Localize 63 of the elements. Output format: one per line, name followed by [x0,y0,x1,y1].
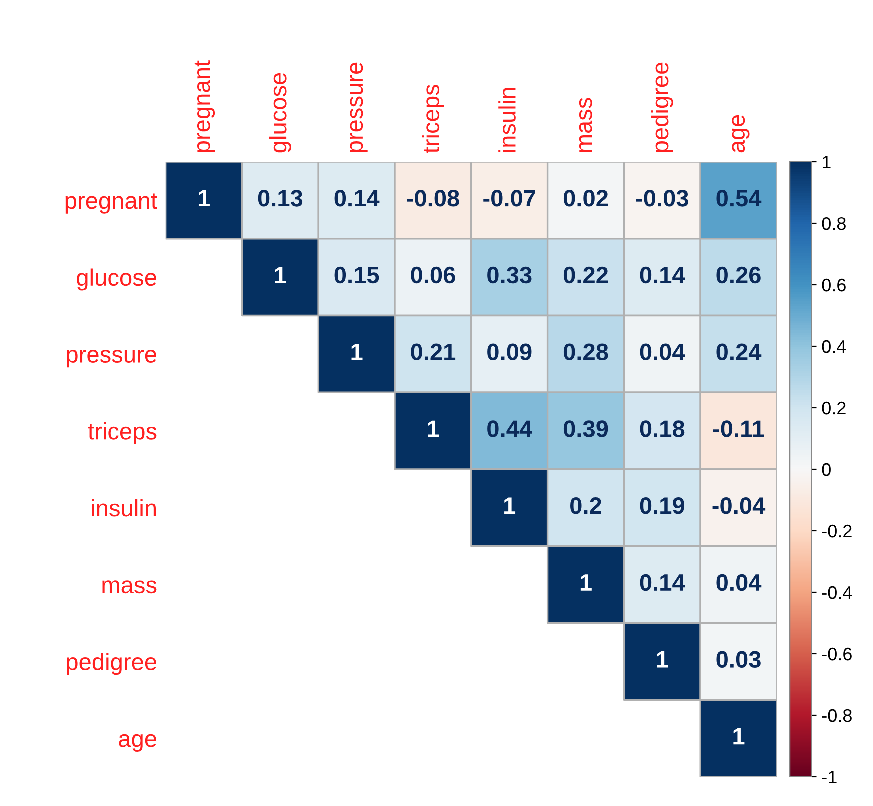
color-bar-label: 0 [822,463,831,476]
data-label: 1 [275,267,286,284]
data-label: 0.06 [411,266,456,284]
data-label: 1 [198,190,210,207]
data-label: 0.14 [640,266,686,284]
data-label: 0.02 [564,190,608,207]
y-tick-label: pressure [67,350,156,368]
data-label: 0.14 [640,574,686,592]
x-tick-label: pregnant [194,60,216,152]
data-label: 0.15 [334,266,380,284]
color-bar-label: -0.6 [822,648,852,661]
data-label: 0.04 [716,574,762,592]
data-label: 0.44 [488,420,532,438]
data-label: 0.03 [716,651,761,668]
data-label: -0.03 [636,190,688,207]
data-label: 1 [734,728,745,745]
x-tick-label: age [732,115,750,153]
data-label: 0.21 [411,344,456,361]
color-bar-label: 1 [822,156,831,169]
color-bar-label: -0.2 [822,524,852,538]
color-bar-label: 0.2 [822,402,846,415]
data-label: 1 [352,344,363,360]
data-label: 0.18 [640,420,685,438]
x-tick-label: glucose [269,73,292,153]
y-tick-label: insulin [92,499,156,517]
data-label: -0.08 [407,190,460,207]
color-bar-label: 0.8 [822,217,846,230]
data-label: 0.14 [334,190,380,207]
data-label: 0.2 [570,498,602,514]
data-label: 1 [657,652,668,668]
data-label: 0.09 [488,344,532,361]
data-label: 0.19 [640,498,684,514]
y-tick-label: triceps [88,422,157,445]
color-bar-label: -0.8 [822,709,852,722]
data-label: -0.04 [712,498,766,514]
x-tick-label: mass [579,98,592,152]
data-label: 0.13 [258,190,303,207]
x-tick-label: triceps [422,84,444,154]
x-tick-label: insulin [498,88,516,152]
data-label: 0.54 [716,190,762,207]
data-label: 0.22 [564,266,608,284]
data-label: 0.04 [640,344,686,361]
data-label: 0.39 [564,420,608,438]
data-label: 0.24 [716,344,762,361]
color-bar-label: 0.6 [822,278,846,292]
data-label: 1 [504,498,516,514]
data-label: -0.07 [484,190,536,207]
y-tick-label: glucose [77,268,156,291]
data-label: 1 [580,574,592,591]
data-label: -0.11 [713,420,764,438]
y-tick-label: pregnant [66,194,158,214]
data-label: 0.28 [564,344,608,361]
y-tick-label: pedigree [67,653,156,676]
data-label: 0.33 [488,266,532,284]
color-bar-label: -1 [822,771,837,784]
x-tick-label: pedigree [651,62,674,152]
color-bar-label: -0.4 [822,586,852,600]
y-tick-label: mass [102,580,157,594]
data-label: 1 [428,420,440,438]
y-tick-label: age [119,734,156,752]
color-bar-label: 0.4 [822,340,846,354]
data-label: 0.26 [716,266,761,284]
x-tick-label: pressure [350,62,368,152]
